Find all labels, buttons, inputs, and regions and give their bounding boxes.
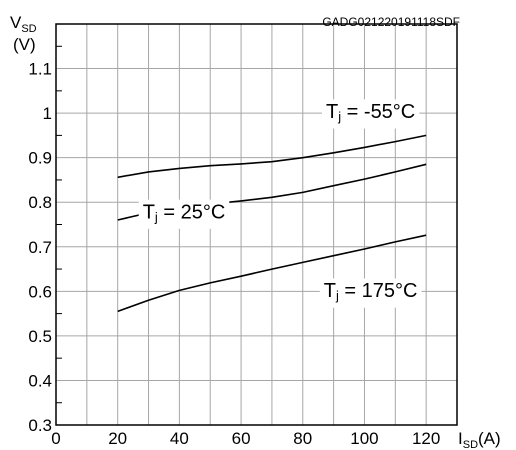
y-tick-label: 0.7 xyxy=(28,238,52,257)
x-tick-label: 20 xyxy=(108,429,127,448)
series-label-symbol: T xyxy=(326,101,338,123)
series-label-subscript: j xyxy=(154,210,158,225)
series-label-text: Tj = -55°C xyxy=(326,101,415,124)
y-tick-label: 1.1 xyxy=(28,60,52,79)
y-tick-label: 0.4 xyxy=(28,371,52,390)
x-tick-label: 60 xyxy=(232,429,251,448)
series-label-subscript: j xyxy=(337,110,341,125)
x-axis-subscript: SD xyxy=(463,439,478,450)
y-axis-symbol: V xyxy=(10,13,22,32)
series-label-subscript: j xyxy=(335,289,339,304)
y-tick-label: 0.3 xyxy=(28,416,52,435)
series-label-text: Tj = 25°C xyxy=(143,202,226,225)
series-label-text: Tj = 175°C xyxy=(324,281,418,304)
series-label-bg xyxy=(319,278,422,308)
y-axis-label: VSD xyxy=(10,13,37,35)
series-label-rest: = -55°C xyxy=(341,101,415,123)
y-tick-label: 0.9 xyxy=(28,149,52,168)
y-tick-label: 0.5 xyxy=(28,327,52,346)
series-label-symbol: T xyxy=(143,202,155,224)
x-axis-symbol: I xyxy=(458,429,463,448)
plot-frame xyxy=(55,23,458,426)
series-label-2: Tj = 25°C xyxy=(138,199,230,229)
x-tick-label: 80 xyxy=(293,429,312,448)
series-labels: Tj = -55°CTj = 25°CTj = 175°C xyxy=(138,99,422,308)
x-axis-label: ISD(A) xyxy=(458,429,501,450)
x-tick-labels: 0 20 40 60 80 100 120 xyxy=(51,429,440,448)
series-label-rest: = 175°C xyxy=(339,281,418,303)
series-label-1: Tj = -55°C xyxy=(322,99,420,129)
series-line-3 xyxy=(117,234,427,313)
series-label-rest: = 25°C xyxy=(158,202,225,224)
y-tick-labels: 0.3 0.4 0.5 0.6 0.7 0.8 0.9 1 1.1 xyxy=(28,60,52,435)
y-tick-label: 0.8 xyxy=(28,193,52,212)
y-axis-subscript: SD xyxy=(21,23,36,35)
x-tick-label: 0 xyxy=(51,429,60,448)
x-tick-label: 100 xyxy=(350,429,378,448)
y-tick-label: 1 xyxy=(43,104,52,123)
series-label-bg xyxy=(322,99,420,129)
series-line-1 xyxy=(117,134,427,179)
grid xyxy=(56,24,457,425)
series-label-bg xyxy=(138,199,230,229)
series-label-symbol: T xyxy=(324,281,336,303)
x-axis-unit: (A) xyxy=(478,429,501,448)
y-axis-unit: (V) xyxy=(13,35,36,54)
series-label-3: Tj = 175°C xyxy=(319,278,422,308)
y-tick-label: 0.6 xyxy=(28,282,52,301)
figure-id: GADG021220191118SDF xyxy=(322,15,460,29)
x-tick-label: 120 xyxy=(412,429,440,448)
x-tick-label: 40 xyxy=(170,429,189,448)
